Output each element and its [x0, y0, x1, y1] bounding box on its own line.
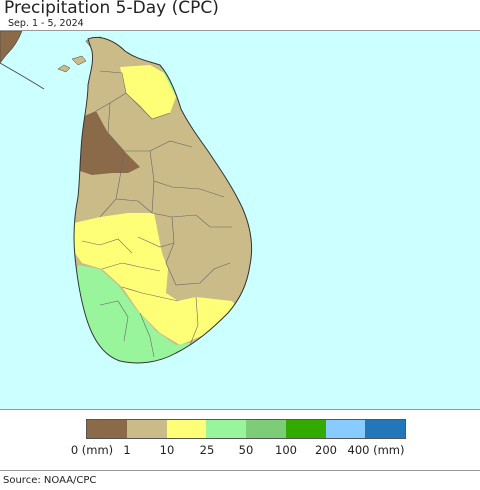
precipitation-legend [86, 419, 406, 439]
map-title: Precipitation 5-Day (CPC) [4, 0, 219, 18]
source-credit: Source: NOAA/CPC [3, 475, 97, 486]
legend-label: 10 [159, 443, 175, 457]
map-panel [0, 30, 480, 410]
legend-labels: 0 (mm) 1 10 25 50 100 200 400 (mm) [0, 443, 480, 457]
legend-swatch-50-100 [246, 420, 286, 438]
legend-swatch-25-50 [206, 420, 246, 438]
zone-0-1-west [80, 111, 140, 175]
legend-swatch-200-400 [325, 420, 366, 438]
legend-label: 25 [199, 443, 215, 457]
legend-swatch-1-10 [126, 420, 167, 438]
map-date-range: Sep. 1 - 5, 2024 [8, 18, 84, 29]
legend-label: 100 [275, 443, 297, 457]
district-borders [81, 70, 232, 358]
legend-swatch-400-plus [365, 420, 405, 438]
legend-label: 1 [123, 443, 131, 457]
legend-swatch-0-1 [87, 420, 127, 438]
legend-label: 200 [315, 443, 337, 457]
footer-divider [0, 470, 480, 471]
legend-label: 400 (mm) [347, 443, 405, 457]
india-landmass [0, 31, 23, 64]
zone-10-25-northeast [120, 65, 176, 119]
precipitation-map [0, 31, 480, 409]
island-north-2 [71, 55, 87, 66]
india-coastline [0, 62, 45, 90]
zone-10-25-southwest [74, 213, 240, 345]
legend-label: 50 [238, 443, 254, 457]
legend-label: 0 (mm) [70, 443, 114, 457]
legend-swatch-10-25 [166, 420, 207, 438]
island-north-1 [57, 64, 71, 73]
zone-25-50-south [74, 265, 224, 363]
legend-swatch-100-200 [285, 420, 326, 438]
